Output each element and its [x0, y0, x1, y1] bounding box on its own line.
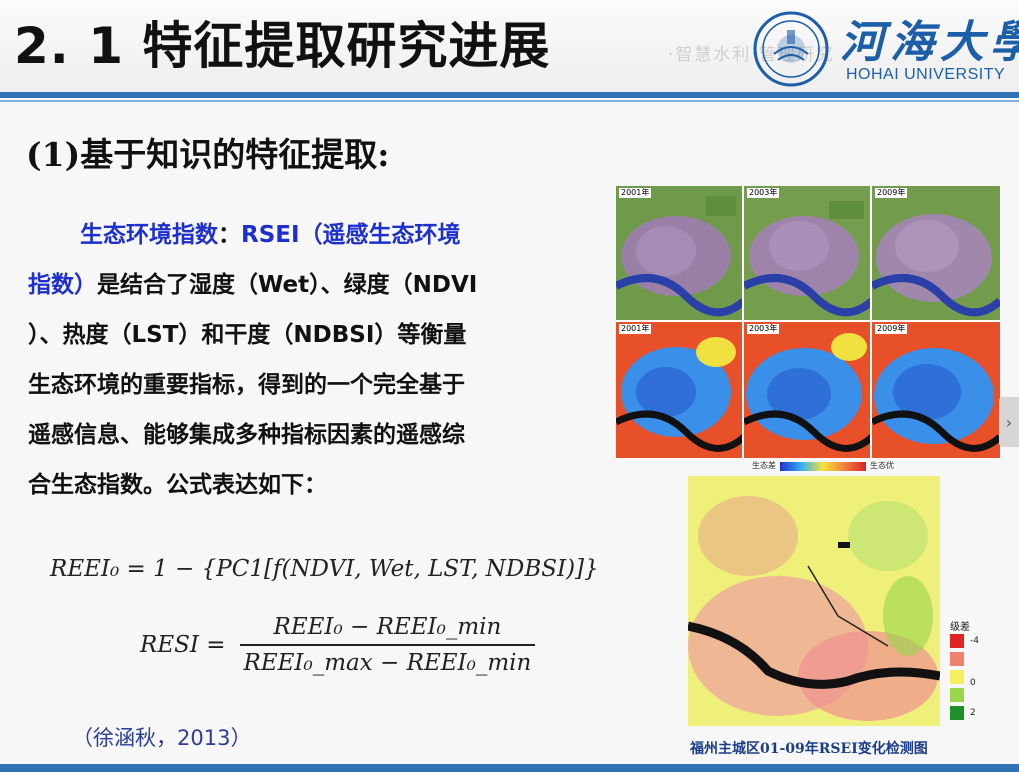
rsei-image-2003: 2003年	[744, 322, 872, 458]
section-heading: (1)基于知识的特征提取:	[26, 135, 390, 174]
paragraph-line-4: 生态环境的重要指标，得到的一个完全基于	[28, 372, 465, 398]
next-slide-button[interactable]: ›	[999, 397, 1019, 447]
rsei-image-2001: 2001年	[616, 322, 744, 458]
citation: （徐涵秋，2013）	[72, 726, 252, 750]
paragraph-line-5: 遥感信息、能够集成多种指标因素的遥感综	[28, 422, 465, 448]
year-label: 2003年	[747, 188, 780, 198]
rsei-image-2009: 2009年	[872, 322, 1000, 458]
year-label: 2001年	[619, 324, 652, 334]
formula-numerator: REEI₀ − REEI₀_min	[273, 614, 502, 640]
paragraph-line-6: 合生态指数。公式表达如下：	[28, 472, 327, 498]
formula-fraction: REEI₀ − REEI₀_min REEI₀_max − REEI₀_min	[239, 614, 536, 676]
year-label: 2003年	[747, 324, 780, 334]
legend-value-max: 2	[970, 708, 976, 718]
legend-low-label: 生态差	[752, 461, 776, 470]
formula-resi: RESI = REEI₀ − REEI₀_min REEI₀_max − REE…	[140, 614, 536, 676]
slide-title: 2. 1 特征提取研究进展	[14, 17, 551, 75]
paragraph-line-3: ）、热度（LST）和干度（NDBSI）等衡量	[28, 322, 467, 348]
year-label: 2009年	[875, 324, 908, 334]
logo-chinese-name: 河海大學	[840, 17, 1019, 68]
legend-swatch-salmon	[950, 652, 964, 666]
landsat-image-2009: 2009年	[872, 186, 1000, 322]
legend-value-zero: 0	[970, 678, 976, 688]
watermark-text: ·智慧水利·管理研究	[668, 45, 835, 65]
university-seal-icon	[753, 11, 829, 87]
rsei-map-grid: 2001年 2003年 2009年 2001年 2003年 2009年	[616, 186, 1000, 458]
title-bar	[0, 0, 1019, 92]
landsat-image-2001: 2001年	[616, 186, 744, 322]
description-paragraph: 生态环境指数：RSEI（遥感生态环境 指数）是结合了湿度（Wet）、绿度（NDV…	[28, 210, 598, 510]
legend-value-min: -4	[970, 636, 979, 646]
header-divider	[0, 92, 1019, 98]
footer-divider	[0, 764, 1019, 772]
legend-high-label: 生态优	[870, 461, 894, 470]
rsei-change-detection-map	[688, 476, 940, 726]
landsat-image-2003: 2003年	[744, 186, 872, 322]
header-divider-thin	[0, 100, 1019, 102]
logo-english-name: HOHAI UNIVERSITY	[846, 66, 1006, 83]
legend-swatch-red	[950, 634, 964, 648]
formula-resi-lhs: RESI =	[140, 632, 226, 658]
year-label: 2001年	[619, 188, 652, 198]
formula-reei: REEI₀ = 1 − {PC1[f(NDVI, Wet, LST, NDBSI…	[50, 556, 599, 582]
chevron-right-icon: ›	[1005, 412, 1013, 432]
change-legend: 级差 -4 0 2	[950, 618, 1000, 728]
fraction-bar	[239, 644, 536, 646]
legend-swatch-lightgreen	[950, 688, 964, 702]
formula-denominator: REEI₀_max − REEI₀_min	[243, 650, 532, 676]
rsei-color-ramp	[780, 462, 866, 471]
year-label: 2009年	[875, 188, 908, 198]
legend-swatch-green	[950, 706, 964, 720]
paragraph-line-2: 指数）是结合了湿度（Wet）、绿度（NDVI	[28, 272, 478, 298]
legend-swatch-yellow	[950, 670, 964, 684]
figure-caption: 福州主城区01-09年RSEI变化检测图	[690, 741, 928, 757]
change-legend-title: 级差	[950, 622, 970, 633]
paragraph-line-1: 生态环境指数：RSEI（遥感生态环境	[80, 222, 461, 248]
